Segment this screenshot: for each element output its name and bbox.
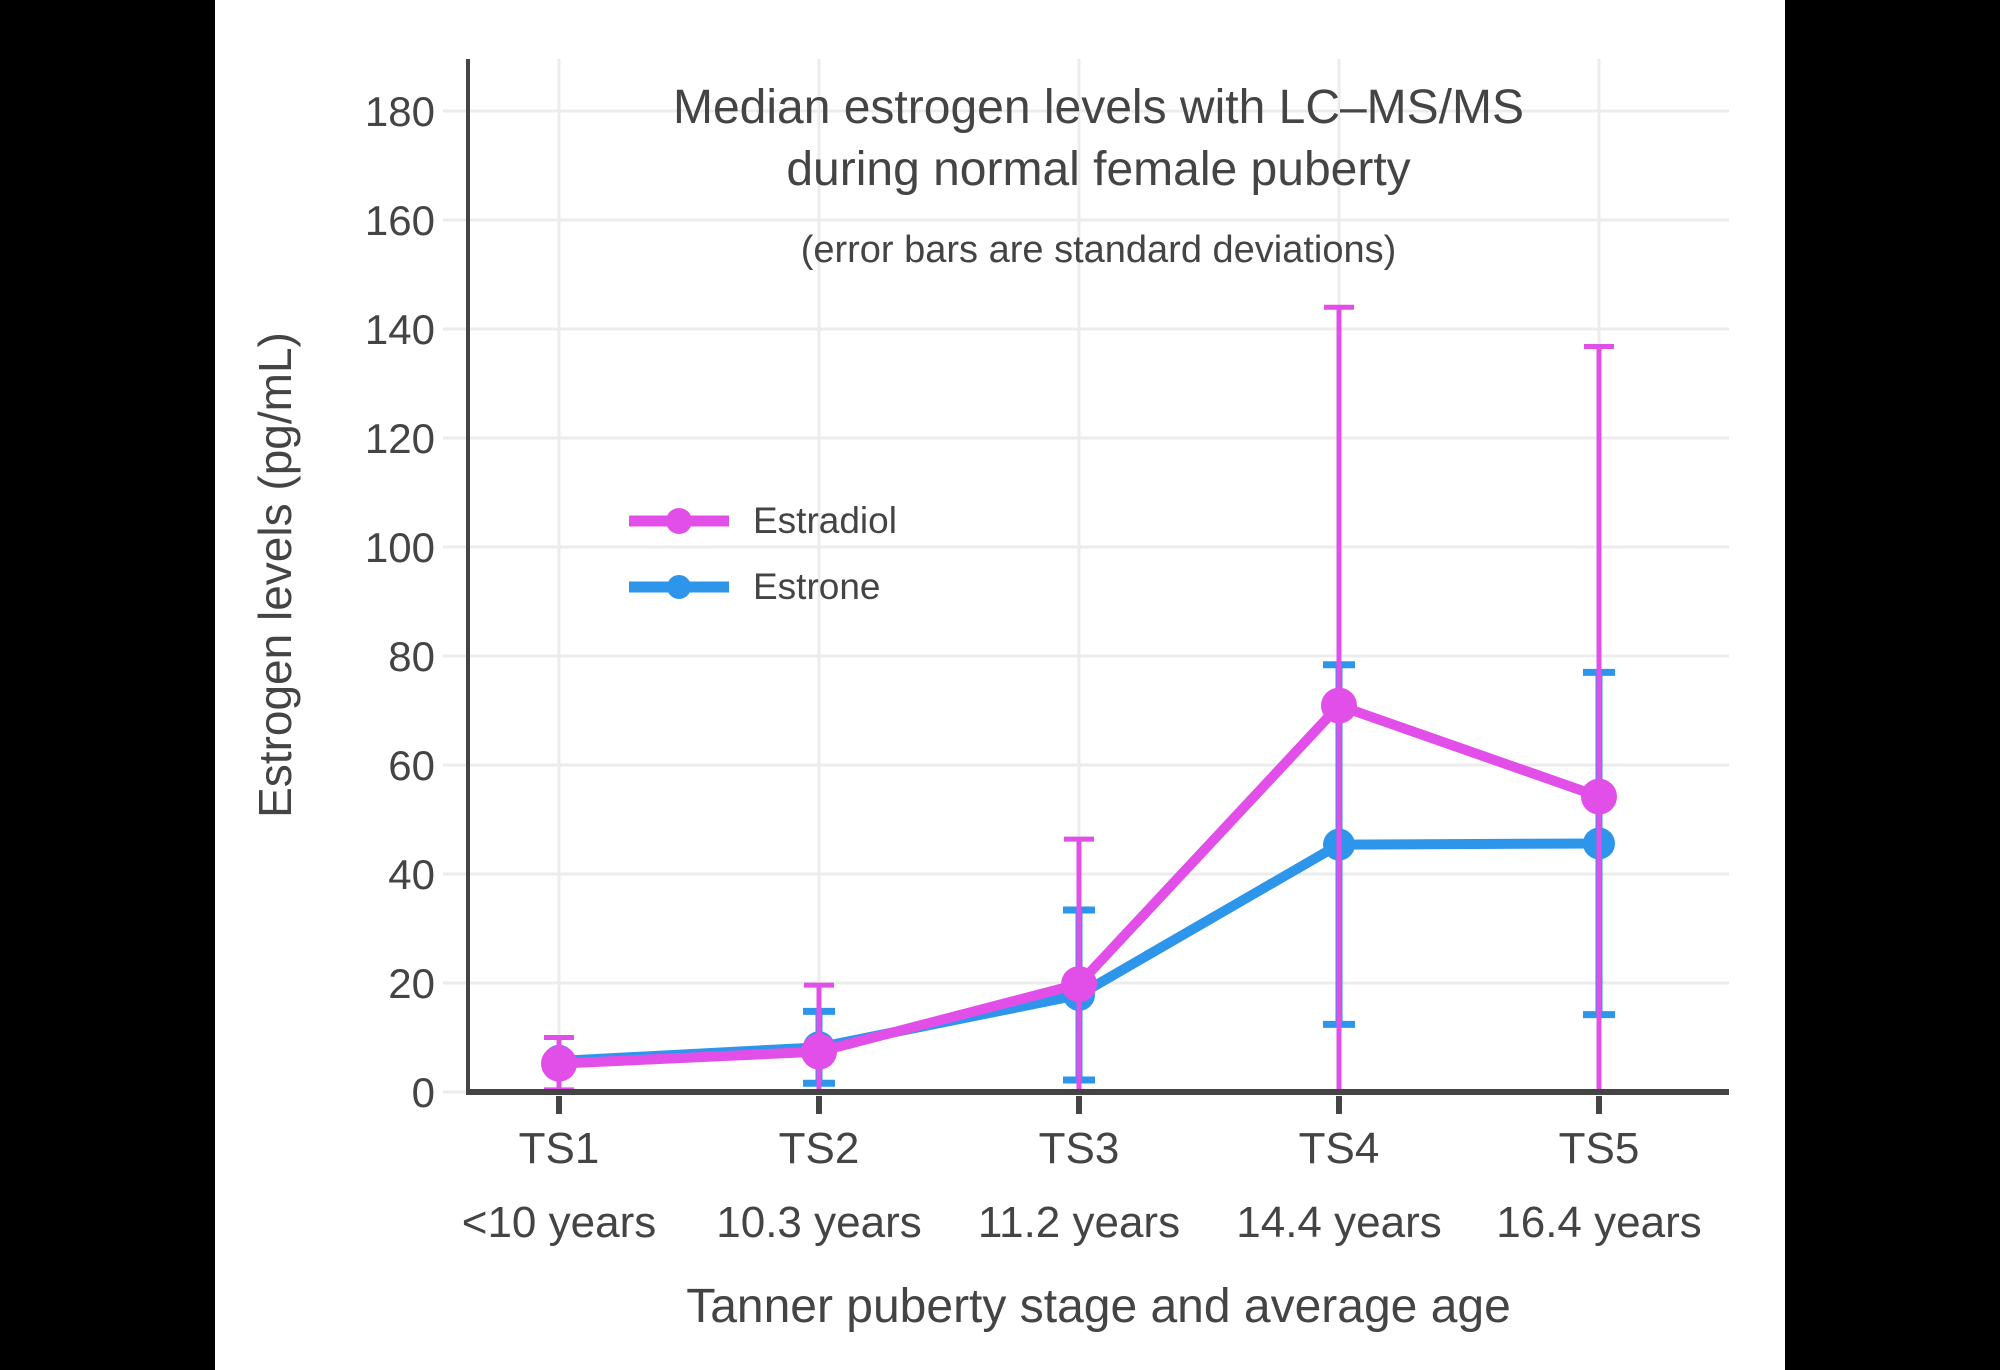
marker-estradiol-ts2	[801, 1033, 837, 1070]
y-axis-title: Estrogen levels (pg/mL)	[249, 332, 301, 818]
x-age-label: 10.3 years	[716, 1198, 921, 1247]
y-tick-label: 160	[365, 197, 435, 244]
x-age-label: 16.4 years	[1496, 1198, 1701, 1247]
marker-estradiol-ts1	[541, 1045, 577, 1082]
x-category-label: TS3	[1039, 1124, 1120, 1173]
plot-svg: 0 20 40 60 80 100 120 140 160 180 TS1 <10 years TS2 1…	[365, 59, 1729, 1247]
x-axis-title: Tanner puberty stage and average age	[686, 1280, 1511, 1333]
legend-label-estradiol: Estradiol	[753, 500, 897, 541]
estrone-line-marker-icon	[629, 575, 729, 599]
legend-item-estradiol[interactable]: Estradiol	[623, 488, 897, 554]
chart-title-line1: Median estrogen levels with LC–MS/MS	[672, 81, 1525, 134]
y-tick-label: 140	[365, 306, 435, 353]
y-tick-label: 120	[365, 415, 435, 462]
chart-area: 0 20 40 60 80 100 120 140 160 180 TS1 <10 years TS2 1…	[215, 0, 1785, 1370]
legend-label-estrone: Estrone	[753, 566, 881, 607]
x-category-label: TS1	[519, 1124, 600, 1173]
marker-estradiol-ts5	[1581, 778, 1617, 815]
legend: Estradiol Estrone	[623, 488, 897, 620]
y-tick-label: 20	[388, 960, 435, 1007]
y-tick-label: 0	[412, 1069, 435, 1116]
y-tick-label: 180	[365, 88, 435, 135]
x-age-label: <10 years	[462, 1198, 656, 1247]
x-category-label: TS4	[1299, 1124, 1380, 1173]
chart-subtitle: (error bars are standard deviations)	[800, 229, 1397, 271]
x-age-label: 14.4 years	[1236, 1198, 1441, 1247]
y-tick-label: 80	[388, 633, 435, 680]
x-category-label: TS5	[1559, 1124, 1640, 1173]
chart-title-line2: during normal female puberty	[786, 143, 1411, 196]
x-age-label: 11.2 years	[978, 1198, 1180, 1247]
y-tick-label: 40	[388, 851, 435, 898]
y-tick-label: 60	[388, 742, 435, 789]
y-tick-label: 100	[365, 524, 435, 571]
estradiol-line-marker-icon	[629, 508, 729, 534]
marker-estradiol-ts4	[1321, 687, 1357, 724]
marker-estradiol-ts3	[1061, 966, 1097, 1003]
legend-item-estrone[interactable]: Estrone	[623, 554, 897, 620]
x-category-label: TS2	[779, 1124, 860, 1173]
